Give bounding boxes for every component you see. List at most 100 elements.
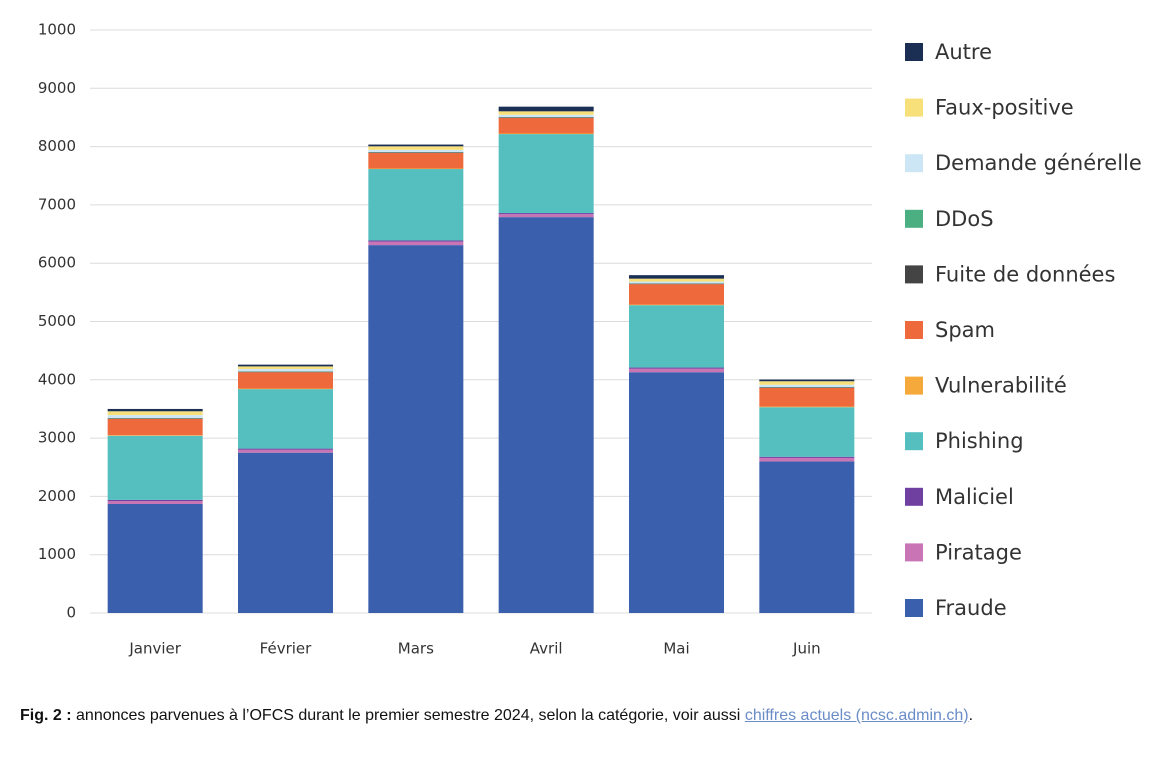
bar-segment xyxy=(498,106,594,112)
caption-end: . xyxy=(968,707,974,724)
bar-segment xyxy=(368,144,464,147)
legend-swatch xyxy=(905,432,923,451)
legend-swatch xyxy=(905,43,923,61)
bar-segment xyxy=(238,366,333,370)
legend-swatch xyxy=(905,321,923,339)
legend-label: DDoS xyxy=(935,207,994,231)
bar-segment xyxy=(368,169,464,241)
bar-segment xyxy=(759,461,855,613)
legend-label: Fuite de données xyxy=(935,262,1115,286)
bar-segment xyxy=(759,379,855,382)
bar-segment xyxy=(759,381,855,385)
bar-segment xyxy=(759,406,855,408)
bar-segment xyxy=(368,149,464,153)
bar-segment xyxy=(629,283,724,285)
bar-segment xyxy=(629,284,724,305)
bar-segment xyxy=(498,133,594,135)
bar-segment xyxy=(107,418,203,419)
bar-segment xyxy=(107,435,203,500)
bar-segment xyxy=(238,449,333,453)
bar-segment xyxy=(238,452,333,613)
legend-label: Autre xyxy=(935,40,992,64)
bar-segment xyxy=(368,168,464,170)
bar-segment xyxy=(498,134,594,214)
legend-label: Maliciel xyxy=(935,485,1014,509)
bar-segment xyxy=(368,240,464,242)
x-tick-label: Avril xyxy=(530,640,563,658)
bar-segment xyxy=(107,499,203,502)
bar-segment xyxy=(107,408,203,412)
caption-label: Fig. 2 : xyxy=(20,707,72,724)
bar-segment xyxy=(759,457,855,462)
caption-text: annonces parvenues à l’OFCS durant le pr… xyxy=(76,707,741,724)
legend-swatch xyxy=(905,376,923,395)
legend-label: Spam xyxy=(935,318,995,342)
bar-segment xyxy=(498,217,594,613)
bar-segment xyxy=(107,418,203,436)
legend-label: Piratage xyxy=(935,540,1022,564)
legend-label: Faux-positive xyxy=(935,96,1074,120)
y-tick-label: 3000 xyxy=(38,429,76,447)
caption: Fig. 2 : annonces parvenues à l’OFCS dur… xyxy=(20,706,1148,726)
bar-segment xyxy=(368,241,464,246)
bar-segment xyxy=(107,415,203,418)
bar-segment xyxy=(498,111,594,115)
y-tick-label: 1000 xyxy=(38,545,76,563)
bar-segment xyxy=(498,117,594,119)
legend-label: Phishing xyxy=(935,429,1024,453)
bar-segment xyxy=(498,118,594,134)
y-tick-label: 0 xyxy=(66,604,76,622)
bar-segment xyxy=(107,501,203,504)
bar-segment xyxy=(107,435,203,436)
y-tick-label: 7000 xyxy=(38,195,76,213)
bar-segment xyxy=(238,448,333,450)
legend-swatch xyxy=(905,599,923,617)
bar-segment xyxy=(759,456,855,458)
y-tick-label: 4000 xyxy=(38,370,76,388)
bar-segment xyxy=(629,368,724,373)
bar-segment xyxy=(629,304,724,306)
bar-segment xyxy=(759,387,855,407)
legend-swatch xyxy=(905,543,923,562)
bar-segment xyxy=(238,371,333,373)
bar-segment xyxy=(368,245,464,613)
bar-segment xyxy=(107,503,203,613)
bar-segment xyxy=(759,387,855,388)
x-tick-label: Janvier xyxy=(128,640,181,658)
y-tick-label: 6000 xyxy=(38,254,76,272)
y-tick-label: 8000 xyxy=(38,137,76,155)
bar-segment xyxy=(498,214,594,218)
bar-segment xyxy=(238,364,333,367)
x-tick-label: Mars xyxy=(398,640,434,658)
bar-segment xyxy=(759,384,855,388)
y-tick-label: 9000 xyxy=(38,79,76,97)
bar-segment xyxy=(498,114,594,118)
x-tick-label: Juin xyxy=(792,640,821,658)
bar-segment xyxy=(629,281,724,284)
y-tick-label: 5000 xyxy=(38,312,76,330)
legend-label: Demande générelle xyxy=(935,151,1142,175)
x-tick-label: Mai xyxy=(663,640,689,658)
legend-label: Vulnerabilité xyxy=(935,374,1067,398)
x-tick-label: Février xyxy=(260,640,312,658)
bar-segment xyxy=(629,305,724,368)
bar-segment xyxy=(238,389,333,449)
bar-segment xyxy=(629,372,724,613)
chart: 0 1000 2000 3000 4000 5000 6000 7000 8000 9000 100… xyxy=(38,21,1142,658)
caption-link[interactable]: chiffres actuels (ncsc.admin.ch) xyxy=(744,707,969,724)
legend-swatch xyxy=(905,209,923,228)
legend-label: Fraude xyxy=(935,596,1007,620)
bar-segment xyxy=(368,152,464,154)
bar-segment xyxy=(629,275,724,279)
bar-segment xyxy=(629,278,724,282)
bar-segment xyxy=(238,369,333,372)
bar-segment xyxy=(759,407,855,457)
bar-segment xyxy=(498,213,594,215)
bar-segment xyxy=(238,388,333,390)
legend-swatch xyxy=(905,98,923,117)
bar-segment xyxy=(629,367,724,369)
y-tick-label: 2000 xyxy=(38,487,76,505)
bar-segment xyxy=(368,146,464,150)
bar-segment xyxy=(368,153,464,169)
